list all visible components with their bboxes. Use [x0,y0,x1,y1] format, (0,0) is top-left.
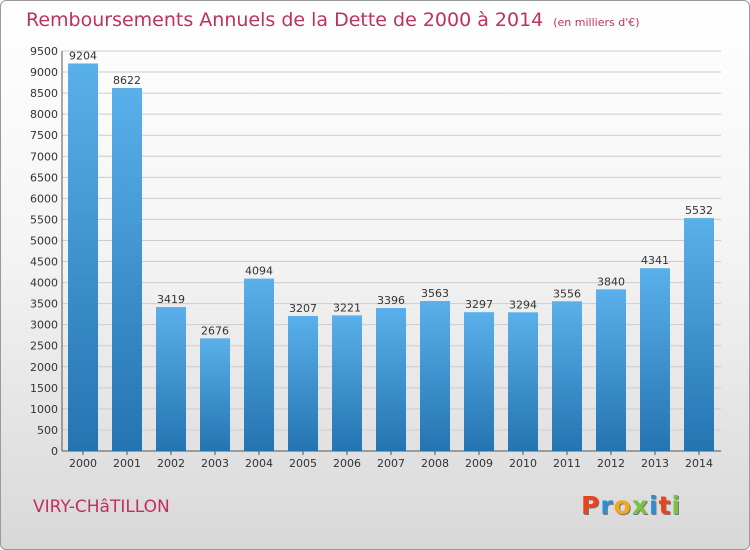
x-tick-label: 2002 [157,457,185,470]
x-tick-label: 2009 [465,457,493,470]
y-tick-label: 9000 [30,66,58,79]
x-tick-label: 2005 [289,457,317,470]
data-label: 3840 [597,275,625,288]
data-label: 3556 [553,287,581,300]
y-tick-label: 4500 [30,256,58,269]
x-tick-label: 2011 [553,457,581,470]
logo-letter: t [658,491,672,520]
bar [112,87,142,452]
y-tick-label: 6500 [30,171,58,184]
x-tick-label: 2003 [201,457,229,470]
bar [596,289,626,451]
y-tick-label: 7500 [30,129,58,142]
data-label: 3396 [377,294,405,307]
bar [464,312,494,451]
data-label: 4094 [245,265,273,278]
data-label: 3294 [509,298,537,311]
logo-letter: P [581,491,601,520]
x-tick-label: 2006 [333,457,361,470]
chart-title-text: Remboursements Annuels de la Dette de 20… [26,9,544,31]
x-tick-label: 2014 [685,457,713,470]
y-tick-label: 5000 [30,234,58,247]
bar [244,278,274,451]
x-tick-label: 2001 [113,457,141,470]
bar [68,63,98,451]
x-tick-label: 2012 [597,457,625,470]
data-label: 8622 [113,74,141,87]
chart-title: Remboursements Annuels de la Dette de 20… [26,9,640,31]
bar [508,312,538,451]
data-label: 5532 [685,204,713,217]
bar [552,301,582,451]
data-label: 3563 [421,287,449,300]
chart-title-unit: (en milliers d'€) [553,16,640,29]
x-tick-label: 2008 [421,457,449,470]
y-tick-label: 4000 [30,277,58,290]
bar [200,338,230,451]
y-tick-label: 6000 [30,192,58,205]
x-tick-label: 2007 [377,457,405,470]
x-tick-label: 2010 [509,457,537,470]
bar [420,300,450,451]
y-tick-label: 3500 [30,298,58,311]
bar [376,308,406,451]
y-tick-label: 9500 [30,45,58,58]
y-tick-label: 0 [51,445,58,458]
y-tick-label: 3000 [30,319,58,332]
logo-letter: x [631,491,649,520]
data-label: 3297 [465,298,493,311]
y-tick-label: 2000 [30,361,58,374]
y-tick-label: 8000 [30,108,58,121]
logo-letter: i [671,491,682,520]
y-tick-label: 500 [37,424,58,437]
data-label: 3207 [289,302,317,315]
y-tick-label: 7000 [30,150,58,163]
y-tick-label: 2500 [30,340,58,353]
y-tick-label: 1500 [30,382,58,395]
data-label: 9204 [69,49,97,62]
y-tick-label: 5500 [30,213,58,226]
x-tick-label: 2004 [245,457,273,470]
bar [332,315,362,451]
x-tick-label: 2000 [69,457,97,470]
y-tick-label: 1000 [30,403,58,416]
x-tick-label: 2013 [641,457,669,470]
data-label: 2676 [201,324,229,337]
bar [156,307,186,451]
data-label: 3221 [333,301,361,314]
logo-letter: i [649,491,659,520]
logo-letter: o [613,491,632,520]
data-label: 4341 [641,254,669,267]
bar [288,315,318,451]
y-tick-label: 8500 [30,87,58,100]
proxiti-logo: Proxiti [581,491,681,520]
commune-name: VIRY-CHâTILLON [33,497,170,517]
data-label: 3419 [157,293,185,306]
bar [684,218,714,451]
logo-letter: r [600,491,614,520]
bar [640,268,670,451]
